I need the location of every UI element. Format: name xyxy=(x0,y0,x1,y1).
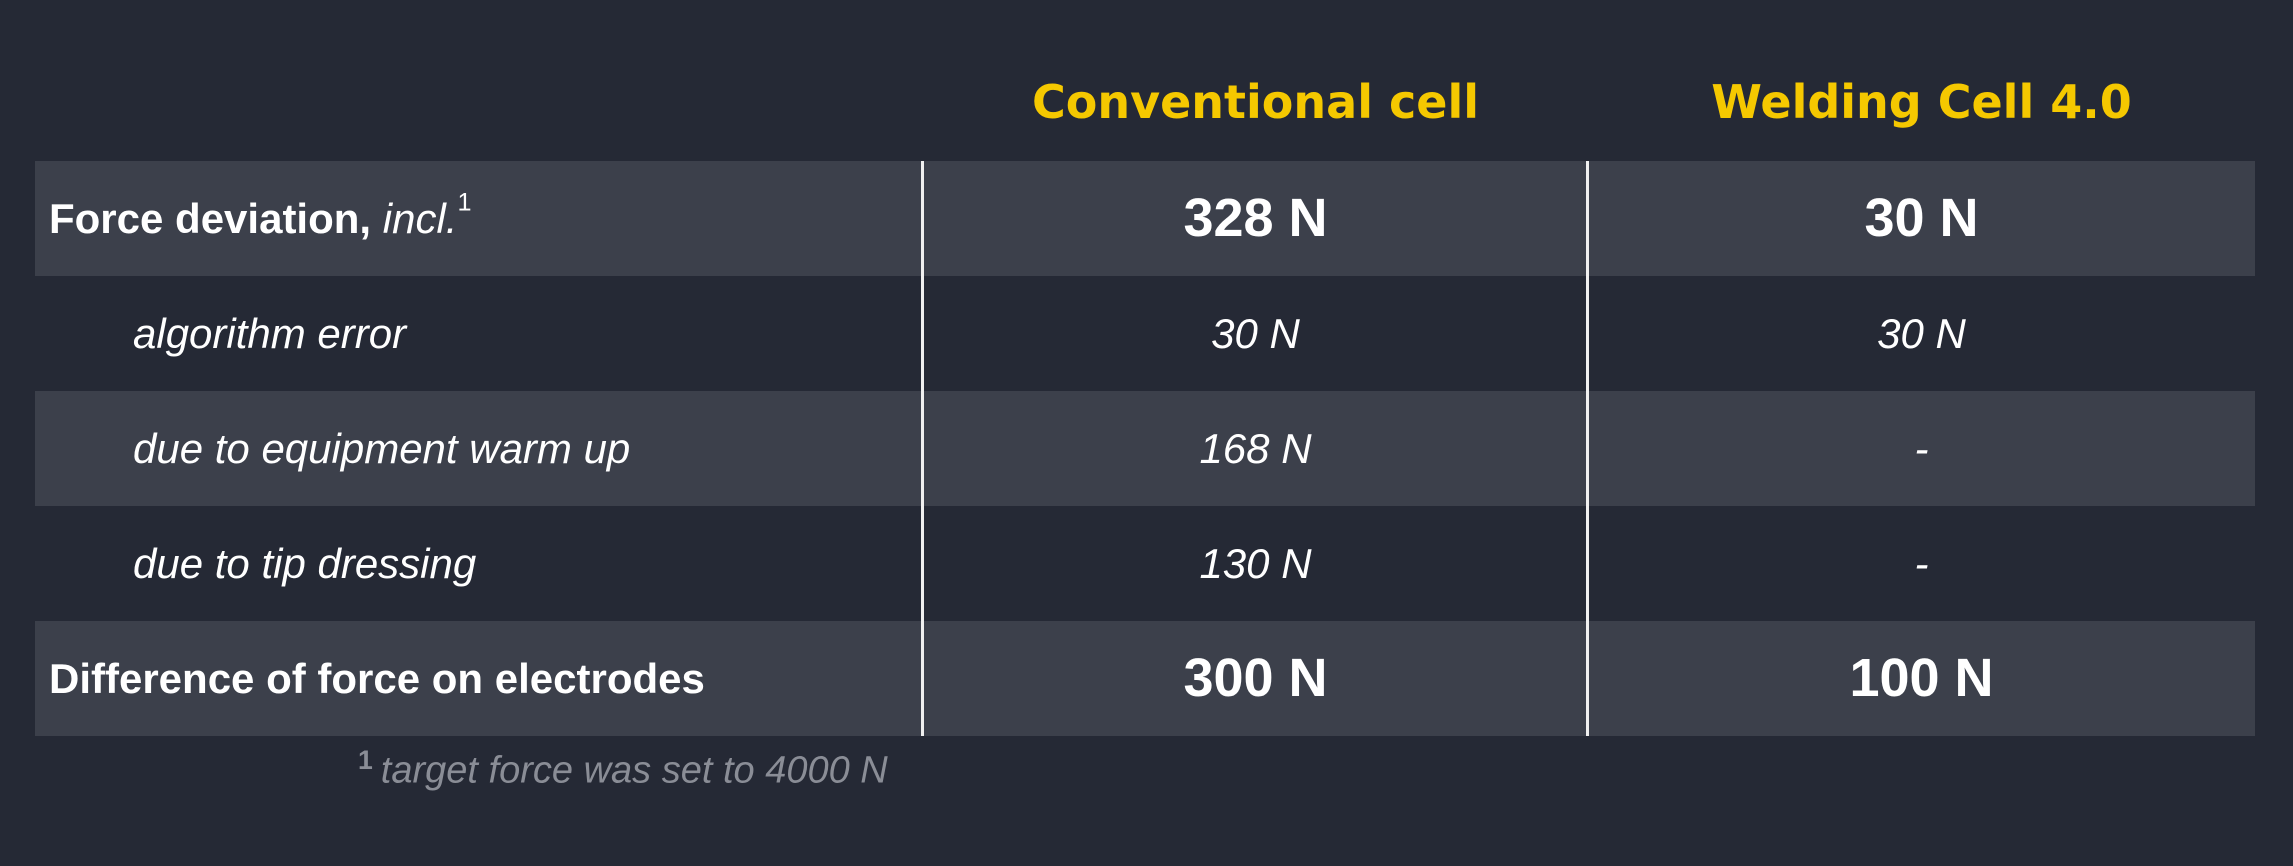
table-row: Difference of force on electrodes 300 N … xyxy=(35,621,2255,736)
cell-value: 168 N xyxy=(1199,425,1312,472)
footnote-mark: 1 xyxy=(358,745,373,775)
table-row: due to tip dressing 130 N - xyxy=(35,506,2255,621)
column-header: Welding Cell 4.0 xyxy=(1711,75,2132,129)
cell-value: 30 N xyxy=(1877,310,1966,357)
footnote: 1 target force was set to 4000 N xyxy=(358,745,888,792)
table-row: Force deviation, incl.1 328 N 30 N xyxy=(35,161,2255,276)
label-italic: incl. xyxy=(382,195,458,242)
footnote-text: target force was set to 4000 N xyxy=(380,749,888,792)
note-mark: 1 xyxy=(457,188,472,217)
label-text: Force deviation, xyxy=(49,195,372,242)
column-header: Conventional cell xyxy=(1032,75,1479,129)
row-label: due to equipment warm up xyxy=(133,425,631,472)
cell-value: - xyxy=(1914,425,1929,472)
cell-value: 328 N xyxy=(1183,188,1328,248)
cell-value: 300 N xyxy=(1183,648,1328,708)
column-divider xyxy=(1586,161,1589,736)
column-divider xyxy=(921,161,924,736)
row-label: Difference of force on electrodes xyxy=(49,655,705,702)
cell-value: 100 N xyxy=(1849,648,1994,708)
row-label: due to tip dressing xyxy=(133,540,477,587)
table-row: due to equipment warm up 168 N - xyxy=(35,391,2255,506)
row-label: Force deviation, incl.1 xyxy=(49,161,471,276)
cell-value: 30 N xyxy=(1211,310,1300,357)
cell-value: - xyxy=(1914,540,1929,587)
cell-value: 130 N xyxy=(1199,540,1312,587)
table-row: algorithm error 30 N 30 N xyxy=(35,276,2255,391)
row-label: algorithm error xyxy=(133,310,407,357)
cell-value: 30 N xyxy=(1864,188,1979,248)
